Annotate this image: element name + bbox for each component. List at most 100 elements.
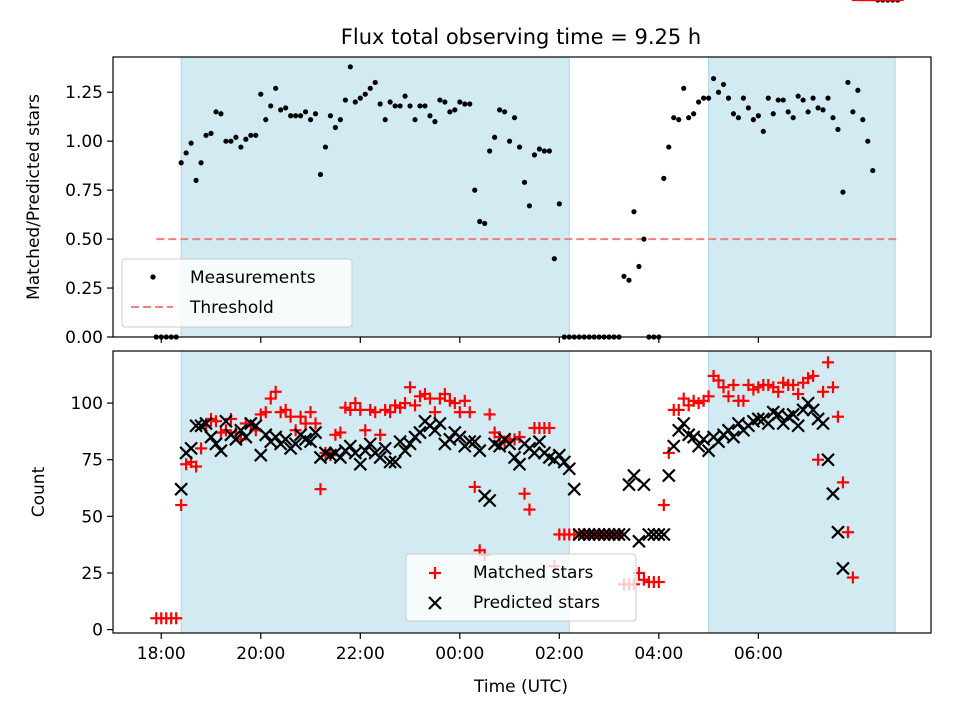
- measurement-point: [521, 179, 528, 185]
- predicted-star-point: [557, 455, 572, 469]
- predicted-star-point: [333, 450, 348, 465]
- measurement-point: [278, 107, 284, 113]
- measurement-point: [283, 105, 289, 111]
- measurement-point: [631, 209, 637, 215]
- predicted-star-point: [686, 430, 701, 444]
- matched-star-point: [399, 397, 412, 410]
- predicted-star-point: [268, 430, 283, 444]
- predicted-star-point: [801, 396, 815, 410]
- predicted-star-point: [383, 455, 397, 469]
- matched-star-point: [807, 369, 820, 382]
- measurement-point: [322, 144, 329, 150]
- measurement-point: [213, 109, 219, 115]
- measurement-point: [825, 95, 831, 101]
- y-tick-label-1: 0.25: [65, 279, 103, 299]
- predicted-star-point: [278, 432, 293, 447]
- y-tick-label-3: 75: [81, 451, 103, 471]
- matched-star-point: [175, 499, 188, 512]
- matched-star-point: [304, 406, 317, 419]
- predicted-star-point: [258, 428, 273, 442]
- measurement-point: [850, 109, 856, 115]
- y-tick-label-5: 1.25: [65, 83, 103, 103]
- predicted-star-point: [353, 457, 368, 472]
- y-tick-label-2: 0.50: [65, 230, 103, 250]
- y-tick-label-0: 0: [92, 621, 103, 641]
- predicted-stars-series: [174, 396, 850, 576]
- measurement-point: [800, 97, 806, 103]
- matched-star-point: [727, 378, 740, 391]
- measurement-point: [765, 95, 771, 101]
- predicted-star-point: [239, 430, 253, 444]
- predicted-star-point: [393, 434, 407, 449]
- predicted-star-point: [204, 430, 218, 444]
- measurement-point: [506, 138, 513, 144]
- measurement-point: [437, 97, 443, 103]
- predicted-star-point: [806, 403, 820, 417]
- matched-star-point: [374, 428, 387, 441]
- measurement-point: [183, 150, 189, 156]
- y-tick-label-4: 1.00: [65, 132, 103, 152]
- predicted-star-point: [453, 430, 467, 444]
- measurement-point: [447, 109, 453, 115]
- predicted-star-point: [467, 434, 482, 449]
- measurement-point: [407, 103, 413, 109]
- x-tick-label-5: 04:00: [634, 644, 683, 664]
- measurement-point: [243, 136, 249, 142]
- measurement-point: [397, 103, 403, 109]
- measurement-point: [815, 105, 821, 111]
- matched-star-point: [513, 431, 526, 444]
- shaded-interval-1: [708, 56, 896, 338]
- measurement-point: [785, 109, 791, 115]
- matched-star-point: [792, 388, 805, 401]
- predicted-star-point: [642, 527, 656, 542]
- measurement-point: [297, 113, 304, 119]
- top-axes-frame: [112, 56, 932, 338]
- matched-star-point: [831, 410, 844, 423]
- matched-star-point: [652, 576, 665, 589]
- matched-star-point: [359, 424, 372, 437]
- measurement-point: [671, 115, 677, 121]
- predicted-star-point: [652, 527, 666, 542]
- predicted-star-point: [403, 437, 417, 451]
- matched-star-point: [841, 526, 854, 539]
- measurement-point: [840, 189, 846, 195]
- measurement-point: [730, 111, 737, 117]
- measurement-point: [462, 101, 468, 107]
- measurement-point: [427, 113, 433, 119]
- predicted-star-point: [388, 455, 402, 469]
- predicted-star-point: [791, 418, 805, 433]
- y-tick-label-2: 50: [81, 507, 103, 527]
- predicted-star-point: [696, 432, 711, 447]
- matched-star-point: [737, 394, 750, 407]
- measurement-point: [760, 128, 766, 135]
- matched-star-point: [264, 392, 277, 405]
- matched-star-point: [438, 388, 451, 401]
- matched-star-point: [209, 415, 222, 428]
- matched-star-point: [259, 406, 272, 419]
- x-tick-label-4: 02:00: [535, 644, 584, 664]
- matched-stars-series: [150, 0, 904, 625]
- measurement-point: [302, 109, 309, 115]
- measurement-point: [293, 113, 299, 119]
- predicted-star-point: [358, 443, 373, 458]
- measurement-point: [477, 218, 483, 225]
- predicted-star-point: [428, 423, 442, 438]
- predicted-star-point: [413, 425, 427, 440]
- matched-star-point: [817, 385, 830, 398]
- predicted-star-point: [796, 403, 810, 417]
- legend-marker-predicted: [428, 596, 442, 610]
- measurement-point: [193, 177, 199, 183]
- measurement-point: [228, 138, 234, 144]
- predicted-star-point: [676, 416, 691, 431]
- matched-star-point: [334, 426, 347, 439]
- measurement-point: [482, 220, 488, 227]
- predicted-star-point: [229, 432, 243, 447]
- measurement-point: [666, 144, 672, 150]
- measurement-point: [258, 91, 264, 97]
- predicted-star-point: [711, 434, 726, 449]
- predicted-star-point: [472, 443, 487, 458]
- predicted-star-point: [612, 527, 626, 542]
- predicted-star-point: [343, 439, 358, 453]
- legend-marker-matched: [429, 567, 441, 579]
